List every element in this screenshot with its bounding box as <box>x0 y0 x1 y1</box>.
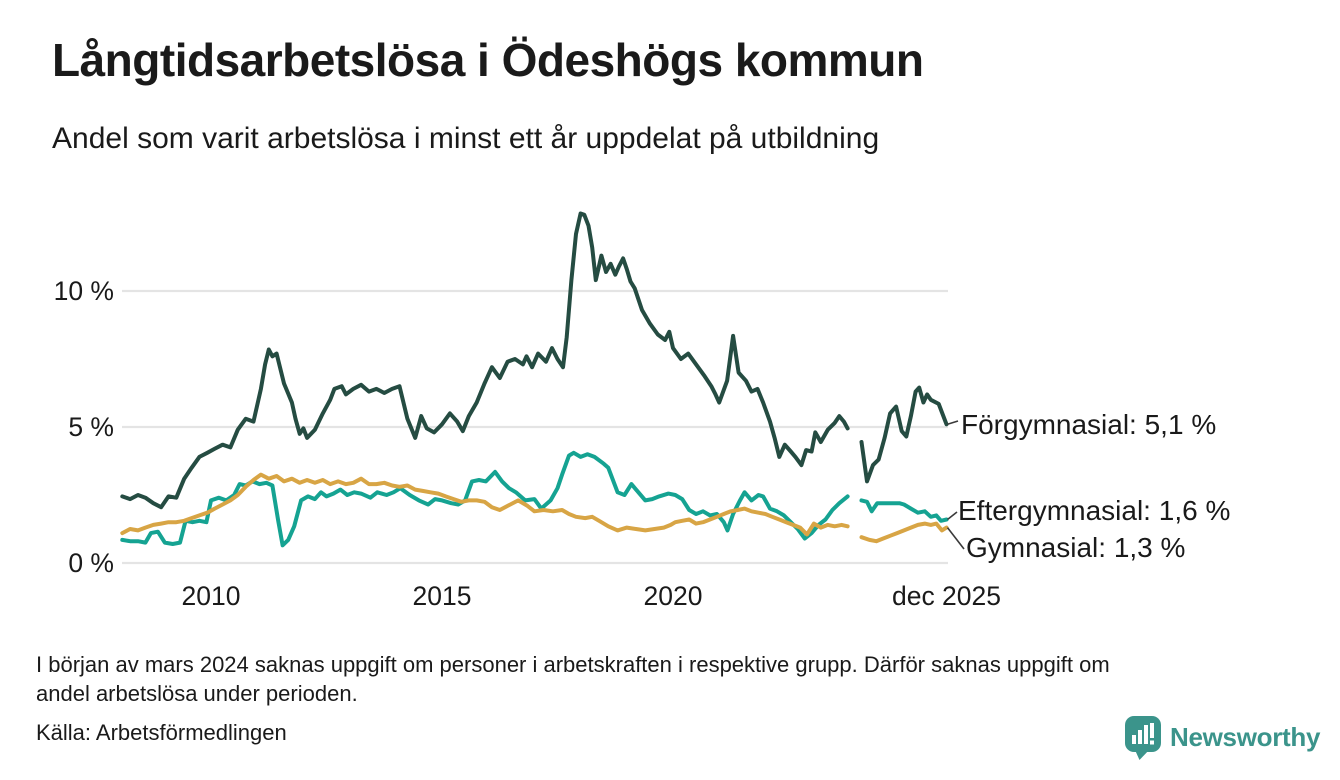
chart-subtitle: Andel som varit arbetslösa i minst ett å… <box>52 122 880 155</box>
x-tick-label: 2010 <box>182 581 241 611</box>
footnote: I början av mars 2024 saknas uppgift om … <box>36 650 1286 709</box>
x-tick-label: 2020 <box>644 581 703 611</box>
footnote-line-1: I början av mars 2024 saknas uppgift om … <box>36 652 1110 677</box>
x-tick-label: 2015 <box>413 581 472 611</box>
series-label-forgymnasial: Förgymnasial: 5,1 % <box>961 409 1217 440</box>
newsworthy-logo-icon <box>1125 716 1161 760</box>
label-connector-eftergymnasial <box>947 511 958 521</box>
x-tick-label: dec 2025 <box>892 581 1001 611</box>
series-label-eftergymnasial: Eftergymnasial: 1,6 % <box>958 495 1231 526</box>
label-connector-förgymnasial <box>947 420 959 426</box>
source-label: Källa: Arbetsförmedlingen <box>36 720 287 745</box>
series-label-gymnasial: Gymnasial: 1,3 % <box>966 532 1186 563</box>
series-line-gymnasial-1 <box>859 521 949 544</box>
y-tick-label: 0 % <box>68 548 114 578</box>
series-line-eftergymnasial-1 <box>859 498 949 523</box>
newsworthy-logo: Newsworthy <box>1123 714 1320 760</box>
newsworthy-logo-text: Newsworthy <box>1170 721 1321 752</box>
label-connector-gymnasial <box>946 527 965 550</box>
y-tick-label: 10 % <box>54 276 114 306</box>
footnote-line-2: andel arbetslösa under perioden. <box>36 681 358 707</box>
series-line-eftergymnasial-0 <box>120 450 850 548</box>
series-line-förgymnasial-0 <box>120 211 850 510</box>
series-line-förgymnasial-1 <box>859 385 949 484</box>
y-tick-label: 5 % <box>68 412 114 442</box>
series-line-gymnasial-0 <box>120 472 850 537</box>
page-title: Långtidsarbetslösa i Ödeshögs kommun <box>52 34 924 86</box>
